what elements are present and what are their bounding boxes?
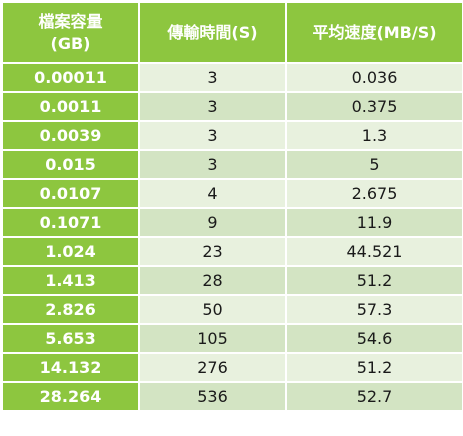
file-size-cell: 2.826 xyxy=(1,294,140,325)
transfer-time-cell: 3 xyxy=(138,62,287,93)
transfer-time-cell: 3 xyxy=(138,149,287,180)
average-speed-cell: 11.9 xyxy=(285,207,463,238)
average-speed-cell: 57.3 xyxy=(285,294,463,325)
file-size-cell: 0.0107 xyxy=(1,178,140,209)
average-speed-cell: 0.036 xyxy=(285,62,463,93)
transfer-time-cell: 105 xyxy=(138,323,287,354)
file-size-cell: 1.024 xyxy=(1,236,140,267)
header-row: 檔案容量 (GB) 傳輸時間(S) 平均速度(MB/S) xyxy=(1,1,463,64)
transfer-time-cell: 276 xyxy=(138,352,287,383)
file-size-cell: 0.0039 xyxy=(1,120,140,151)
header-file-size-line2: (GB) xyxy=(50,33,91,53)
average-speed-cell: 1.3 xyxy=(285,120,463,151)
file-size-cell: 1.413 xyxy=(1,265,140,296)
table-row: 0.0011 3 0.375 xyxy=(1,91,463,122)
average-speed-cell: 5 xyxy=(285,149,463,180)
file-size-cell: 28.264 xyxy=(1,381,140,412)
average-speed-cell: 0.375 xyxy=(285,91,463,122)
average-speed-cell: 2.675 xyxy=(285,178,463,209)
transfer-time-cell: 28 xyxy=(138,265,287,296)
file-size-cell: 0.015 xyxy=(1,149,140,180)
average-speed-cell: 51.2 xyxy=(285,352,463,383)
table-row: 0.0107 4 2.675 xyxy=(1,178,463,209)
table-row: 14.132 276 51.2 xyxy=(1,352,463,383)
transfer-speed-table: 檔案容量 (GB) 傳輸時間(S) 平均速度(MB/S) 0.00011 3 0… xyxy=(1,1,463,412)
average-speed-cell: 51.2 xyxy=(285,265,463,296)
table-row: 5.653 105 54.6 xyxy=(1,323,463,354)
transfer-time-cell: 536 xyxy=(138,381,287,412)
file-size-cell: 5.653 xyxy=(1,323,140,354)
header-file-size: 檔案容量 (GB) xyxy=(1,1,140,64)
file-size-cell: 0.0011 xyxy=(1,91,140,122)
transfer-time-cell: 3 xyxy=(138,120,287,151)
header-transfer-time: 傳輸時間(S) xyxy=(138,1,287,64)
table-row: 0.0039 3 1.3 xyxy=(1,120,463,151)
file-size-cell: 0.00011 xyxy=(1,62,140,93)
header-average-speed: 平均速度(MB/S) xyxy=(285,1,463,64)
table-row: 0.015 3 5 xyxy=(1,149,463,180)
average-speed-cell: 44.521 xyxy=(285,236,463,267)
average-speed-cell: 54.6 xyxy=(285,323,463,354)
table-row: 1.413 28 51.2 xyxy=(1,265,463,296)
transfer-time-cell: 23 xyxy=(138,236,287,267)
header-file-size-line1: 檔案容量 xyxy=(38,11,103,31)
table-row: 28.264 536 52.7 xyxy=(1,381,463,412)
transfer-time-cell: 9 xyxy=(138,207,287,238)
table-row: 2.826 50 57.3 xyxy=(1,294,463,325)
table-row: 1.024 23 44.521 xyxy=(1,236,463,267)
transfer-time-cell: 3 xyxy=(138,91,287,122)
file-size-cell: 0.1071 xyxy=(1,207,140,238)
transfer-time-cell: 4 xyxy=(138,178,287,209)
average-speed-cell: 52.7 xyxy=(285,381,463,412)
file-size-cell: 14.132 xyxy=(1,352,140,383)
table-row: 0.1071 9 11.9 xyxy=(1,207,463,238)
table-row: 0.00011 3 0.036 xyxy=(1,62,463,93)
transfer-time-cell: 50 xyxy=(138,294,287,325)
